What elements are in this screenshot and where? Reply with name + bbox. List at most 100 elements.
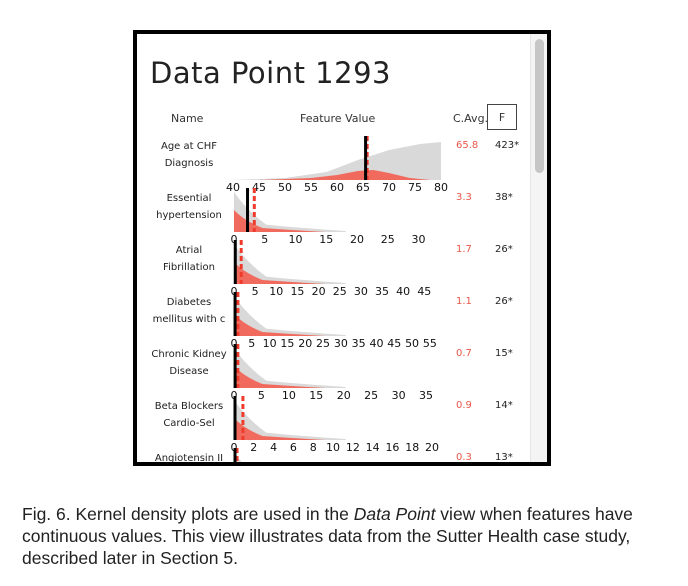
tick-label: 10 — [263, 337, 277, 350]
cavg-value: 1.1 — [456, 296, 472, 307]
density-population — [234, 400, 346, 440]
tick-label: 40 — [369, 337, 383, 350]
tick-label: 45 — [387, 337, 401, 350]
tick-label: 60 — [330, 181, 344, 194]
tick-label: 30 — [354, 285, 368, 298]
column-header-name[interactable]: Name — [171, 112, 204, 125]
density-plot: 0 5 10 15 20 25 30 — [231, 188, 426, 246]
tick-label: 18 — [405, 441, 419, 454]
density-plot: 0 5 10 15 20 25 30 35 — [231, 344, 433, 402]
tick-label: 55 — [423, 337, 437, 350]
f-value: 26* — [495, 296, 513, 307]
column-header-f[interactable]: F — [487, 104, 517, 130]
cavg-value: 3.3 — [456, 192, 472, 203]
tick-label: 5 — [261, 233, 268, 246]
cavg-value: 1.7 — [456, 244, 472, 255]
feature-name: Essential hypertension — [156, 193, 222, 221]
tick-label: 2 — [250, 441, 257, 454]
density-cohort — [259, 170, 431, 180]
tick-label: 15 — [309, 389, 323, 402]
density-plot: 0 5 10 15 20 25 30 35 40 45 50 55 — [231, 292, 437, 350]
tick-label: 10 — [289, 233, 303, 246]
f-value: 13* — [495, 452, 513, 462]
column-header-feature-value[interactable]: Feature Value — [300, 112, 376, 125]
tick-label: 15 — [319, 233, 333, 246]
tick-label: 75 — [408, 181, 422, 194]
cavg-value: 65.8 — [456, 140, 479, 151]
feature-name: Angiotensin II — [154, 453, 224, 462]
tick-label: 10 — [282, 389, 296, 402]
feature-name: Diabetes mellitus with c — [152, 297, 226, 325]
tick-label: 55 — [304, 181, 318, 194]
scrollbar-track[interactable] — [530, 34, 547, 462]
column-header-cavg[interactable]: C.Avg. — [453, 112, 489, 125]
density-cohort — [234, 418, 326, 440]
density-plots: 40 45 50 55 60 65 70 75 800 5 10 15 20 25 300 5 10 15 20 25… — [226, 136, 448, 462]
density-population — [233, 142, 441, 180]
tick-label: 65 — [356, 181, 370, 194]
tick-label: 5 — [258, 389, 265, 402]
tick-label: 0 — [231, 337, 238, 350]
tick-label: 25 — [364, 389, 378, 402]
tick-label: 16 — [385, 441, 399, 454]
scrollbar-thumb[interactable] — [535, 39, 544, 173]
tick-label: 30 — [334, 337, 348, 350]
feature-name: Chronic Kidney Disease — [151, 349, 227, 377]
tick-label: 10 — [326, 441, 340, 454]
tick-label: 70 — [382, 181, 396, 194]
caption-suffix: view when features have continuous value… — [22, 504, 633, 568]
density-plot: 40 45 50 55 60 65 70 75 80 — [226, 136, 448, 194]
tick-label: 20 — [337, 389, 351, 402]
f-value: 423* — [495, 140, 520, 151]
density-plot: 0 2 4 6 8 10 12 14 16 18 20 — [231, 396, 439, 454]
page-title: Data Point 1293 — [150, 56, 391, 90]
tick-label: 25 — [316, 337, 330, 350]
tick-label: 8 — [310, 441, 317, 454]
tick-label: 20 — [425, 441, 439, 454]
tick-label: 12 — [346, 441, 360, 454]
data-point-panel: Data Point 1293 Name Feature Value C.Avg… — [137, 34, 547, 462]
density-population — [234, 192, 346, 232]
cavg-value: 0.3 — [456, 452, 472, 462]
figure-screenshot: Data Point 1293 Name Feature Value C.Avg… — [133, 30, 551, 466]
tick-label: 4 — [270, 441, 277, 454]
tick-label: 50 — [278, 181, 292, 194]
tick-label: 6 — [290, 441, 297, 454]
tick-label: 15 — [280, 337, 294, 350]
figure-caption: Fig. 6. Kernel density plots are used in… — [22, 503, 672, 569]
tick-label: 30 — [392, 389, 406, 402]
tick-label: 40 — [396, 285, 410, 298]
tick-label: 35 — [419, 389, 433, 402]
tick-label: 30 — [412, 233, 426, 246]
density-cohort — [234, 262, 326, 284]
tick-label: 80 — [434, 181, 448, 194]
tick-label: 5 — [248, 337, 255, 350]
f-value: 14* — [495, 400, 513, 411]
tick-label: 15 — [290, 285, 304, 298]
tick-label: 20 — [312, 285, 326, 298]
tick-label: 50 — [405, 337, 419, 350]
f-value: 15* — [495, 348, 513, 359]
tick-label: 20 — [298, 337, 312, 350]
tick-label: 40 — [226, 181, 240, 194]
tick-label: 35 — [375, 285, 389, 298]
tick-label: 25 — [333, 285, 347, 298]
tick-label: 0 — [231, 441, 238, 454]
feature-name: Beta Blockers Cardio-Sel — [154, 401, 224, 429]
feature-name: Atrial Fibrillation — [163, 245, 215, 273]
caption-prefix: Fig. 6. Kernel density plots are used in… — [22, 504, 354, 524]
tick-label: 20 — [350, 233, 364, 246]
tick-label: 10 — [269, 285, 283, 298]
cavg-value: 0.7 — [456, 348, 472, 359]
tick-label: 25 — [381, 233, 395, 246]
cavg-value: 0.9 — [456, 400, 472, 411]
tick-label: 0 — [231, 285, 238, 298]
density-plot — [233, 448, 242, 462]
f-value: 38* — [495, 192, 513, 203]
density-cohort — [234, 314, 326, 336]
tick-label: 14 — [366, 441, 380, 454]
tick-label: 5 — [252, 285, 259, 298]
feature-name: Age at CHF Diagnosis — [160, 141, 217, 169]
density-population — [234, 296, 346, 336]
density-population — [234, 348, 346, 388]
